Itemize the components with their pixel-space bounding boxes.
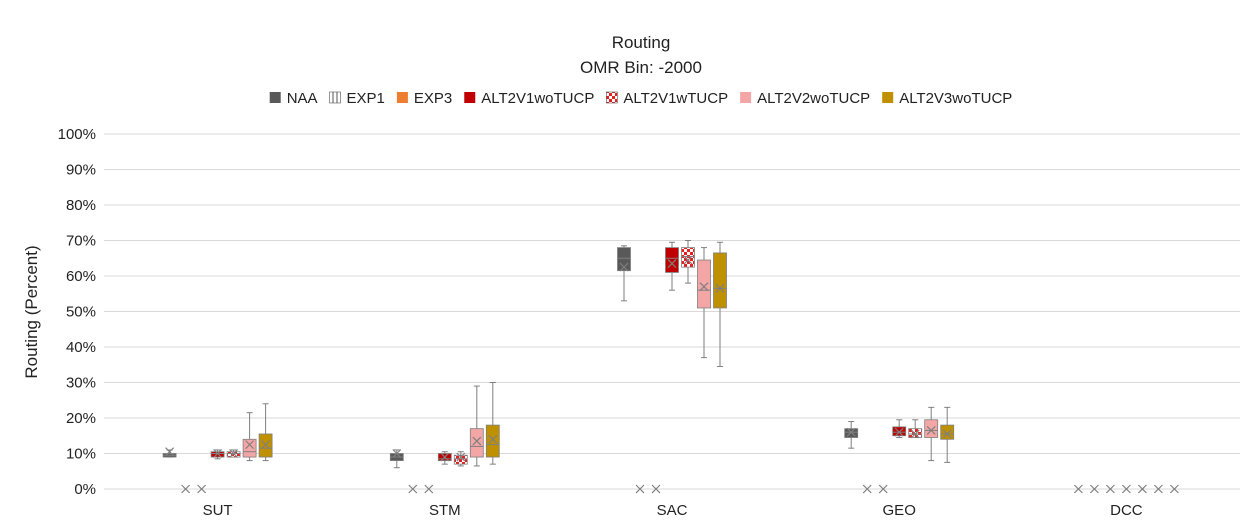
legend-label: ALT2V2woTUCP <box>757 90 870 107</box>
legend-swatch <box>397 92 408 103</box>
box-NAA-SAC <box>618 246 631 301</box>
iqr-box <box>682 248 695 268</box>
iqr-box <box>666 248 679 273</box>
y-tick-label: 60% <box>66 268 96 285</box>
iqr-box <box>486 425 499 457</box>
legend-item: ALT2V3woTUCP <box>882 90 1012 107</box>
legend-label: ALT2V1wTUCP <box>623 90 728 107</box>
box-ALT2V1woTUCP-SUT <box>211 450 224 459</box>
gridlines <box>104 134 1240 489</box>
iqr-box <box>845 429 858 438</box>
x-tick-label: GEO <box>883 502 916 519</box>
y-tick-label: 100% <box>58 126 96 143</box>
box-ALT2V1woTUCP-GEO <box>893 420 906 438</box>
box-NAA-SUT <box>163 448 176 457</box>
iqr-box <box>925 420 938 438</box>
legend-swatch <box>464 92 475 103</box>
box-ALT2V1wTUCP-SUT <box>227 450 240 458</box>
legend-label: ALT2V1woTUCP <box>481 90 594 107</box>
legend-swatch <box>882 92 893 103</box>
y-tick-label: 80% <box>66 197 96 214</box>
iqr-box <box>714 253 727 308</box>
x-tick-label: STM <box>429 502 461 519</box>
iqr-box <box>259 434 272 457</box>
iqr-box <box>941 425 954 439</box>
legend-swatch <box>606 92 617 103</box>
box-ALT2V3woTUCP-SAC <box>714 242 727 366</box>
iqr-box <box>470 429 483 457</box>
y-tick-label: 70% <box>66 233 96 250</box>
y-tick-label: 0% <box>74 481 96 498</box>
chart-subtitle: OMR Bin: -2000 <box>580 58 702 77</box>
legend-item: EXP3 <box>397 90 452 107</box>
legend-item: ALT2V2woTUCP <box>740 90 870 107</box>
chart-title: Routing <box>612 33 671 52</box>
x-axis-ticks: SUT STM SAC GEO DCC <box>203 502 1143 519</box>
y-axis-title: Routing (Percent) <box>22 245 41 378</box>
legend: NAA EXP1 EXP3 ALT2V1woTUCP ALT2V1wTUCP ALT2V2… <box>270 90 1013 107</box>
box-ALT2V2woTUCP-STM <box>470 386 483 466</box>
legend-item: ALT2V1woTUCP <box>464 90 594 107</box>
legend-swatch <box>270 92 281 103</box>
box-ALT2V1wTUCP-SAC <box>682 241 695 284</box>
iqr-box <box>243 439 256 457</box>
box-series <box>163 241 1178 494</box>
iqr-box <box>893 427 906 436</box>
x-tick-label: SAC <box>657 502 688 519</box>
y-tick-label: 50% <box>66 304 96 321</box>
box-ALT2V2woTUCP-GEO <box>925 407 938 460</box>
y-tick-label: 10% <box>66 446 96 463</box>
box-ALT2V3woTUCP-SUT <box>259 404 272 461</box>
box-ALT2V1woTUCP-STM <box>438 452 451 464</box>
legend-item: ALT2V1wTUCP <box>606 90 728 107</box>
box-ALT2V2woTUCP-SUT <box>243 413 256 461</box>
x-tick-label: DCC <box>1110 502 1143 519</box>
box-NAA-STM <box>390 450 403 468</box>
x-tick-label: SUT <box>203 502 233 519</box>
iqr-box <box>909 429 922 438</box>
legend-label: ALT2V3woTUCP <box>899 90 1012 107</box>
legend-swatch <box>740 92 751 103</box>
y-tick-label: 20% <box>66 410 96 427</box>
box-ALT2V1woTUCP-SAC <box>666 242 679 290</box>
box-ALT2V3woTUCP-GEO <box>941 407 954 462</box>
legend-item: EXP1 <box>330 90 385 107</box>
y-axis-ticks: 0% 10% 20% 30% 40% 50% 60% 70% 80% 90% 100% <box>58 126 96 498</box>
box-ALT2V2woTUCP-SAC <box>698 248 711 358</box>
legend-item: NAA <box>270 90 318 107</box>
y-tick-label: 90% <box>66 162 96 179</box>
box-ALT2V3woTUCP-STM <box>486 383 499 465</box>
iqr-box <box>698 260 711 308</box>
iqr-box <box>227 452 240 457</box>
y-tick-label: 40% <box>66 339 96 356</box>
legend-label: NAA <box>287 90 318 107</box>
y-tick-label: 30% <box>66 375 96 392</box>
box-NAA-GEO <box>845 422 858 449</box>
legend-swatch <box>330 92 341 103</box>
box-ALT2V1wTUCP-GEO <box>909 420 922 438</box>
legend-label: EXP1 <box>347 90 385 107</box>
legend-label: EXP3 <box>414 90 452 107</box>
iqr-box <box>211 452 224 457</box>
